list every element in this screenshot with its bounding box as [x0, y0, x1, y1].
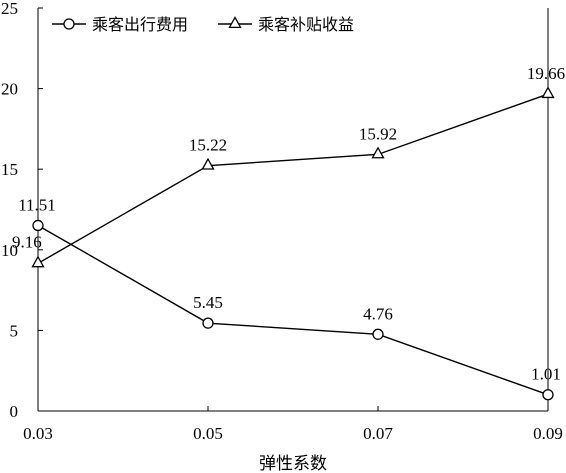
data-labels: 11.51 5.45 4.76 1.01 9.16 15.22 15.92 19.66 — [12, 64, 565, 384]
series-line — [37, 224, 549, 396]
data-label: 4.76 — [363, 304, 393, 323]
data-label: 1.01 — [531, 365, 561, 384]
triangle-marker — [31, 255, 45, 268]
circle-marker — [202, 317, 214, 329]
data-label: 9.16 — [12, 232, 42, 251]
y-tick-label: 0 — [10, 402, 19, 421]
triangle-marker — [541, 86, 555, 99]
data-label: 5.45 — [193, 293, 223, 312]
data-label: 15.92 — [359, 124, 397, 143]
y-axis-ticks: 0 5 10 15 20 25 — [1, 0, 43, 421]
series-line — [37, 93, 549, 264]
y-tick-label: 15 — [1, 160, 18, 179]
series-2 — [31, 86, 555, 268]
triangle-marker — [371, 146, 385, 159]
y-tick-label: 5 — [10, 321, 19, 340]
triangle-marker — [201, 157, 215, 170]
data-label: 15.22 — [189, 136, 227, 155]
x-tick-label: 0.05 — [193, 424, 223, 443]
circle-marker — [542, 389, 554, 401]
x-tick-label: 0.03 — [23, 424, 53, 443]
circle-marker — [32, 219, 44, 232]
circle-marker — [63, 18, 75, 30]
legend-label: 乘客补贴收益 — [258, 15, 354, 34]
x-axis-title: 弹性系数 — [259, 454, 327, 473]
x-axis-ticks: 0.03 0.05 0.07 0.09 — [23, 406, 563, 443]
y-tick-label: 10 — [1, 241, 18, 260]
data-label: 11.51 — [18, 195, 56, 214]
legend-item-2: 乘客补贴收益 — [218, 15, 354, 34]
y-tick-label: 20 — [1, 80, 18, 99]
x-tick-label: 0.07 — [363, 424, 393, 443]
circle-marker — [372, 328, 384, 340]
legend-label: 乘客出行费用 — [92, 15, 188, 34]
legend: 乘客出行费用 乘客补贴收益 — [52, 15, 354, 34]
axes — [37, 8, 549, 412]
triangle-marker — [228, 16, 242, 29]
series-1 — [32, 219, 554, 401]
x-tick-label: 0.09 — [533, 424, 563, 443]
y-tick-label: 25 — [1, 0, 18, 18]
series-layer — [31, 86, 555, 401]
data-label: 19.66 — [527, 64, 565, 83]
legend-item-1: 乘客出行费用 — [52, 15, 188, 34]
